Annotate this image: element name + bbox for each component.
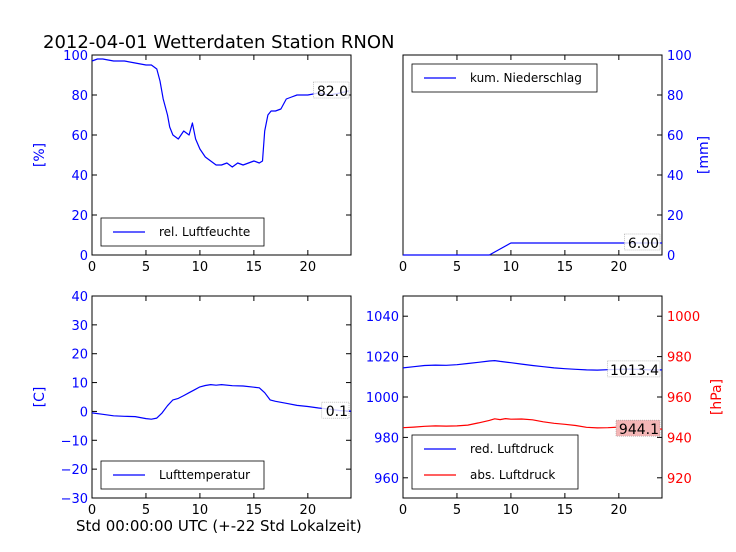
series-line-1 [403,242,662,256]
y-tick-label-left: 1000 [366,391,399,406]
y-axis-label: [%] [32,143,48,167]
y-tick-label: 80 [71,89,88,104]
y-tick-label-right: 960 [667,391,692,406]
y-axis-label: [C] [32,387,48,408]
x-tick-label: 15 [557,260,574,275]
x-tick-label: 0 [88,260,96,275]
x-tick-label: 5 [142,503,150,518]
x-tick-label: 10 [503,503,520,518]
end-value-box [321,401,350,419]
y-tick-label: 80 [667,89,684,104]
series-line-1 [91,58,349,168]
x-tick-label: 5 [453,503,461,518]
y-tick-label: 60 [667,129,684,144]
panel-2: 0 5 10 15 20 0 20 40 60 80 100 [mm] 6.00 kum. Nieders… [399,49,712,275]
y-tick-label: 100 [63,49,88,64]
end-value-box [615,419,661,437]
x-axis-caption: Std 00:00:00 UTC (+-22 Std Lokalzeit) [76,517,362,535]
y-tick-label: 20 [667,209,684,224]
x-tick-label: 5 [142,260,150,275]
x-tick-label: 0 [399,260,407,275]
legend-label: Lufttemperatur [159,468,250,482]
panel-4: 0 5 10 15 20 960 980 1000 1020 1040 920 940 960 980 10… [366,295,725,518]
end-value-label: 82.0 [317,84,348,100]
end-value-label: 944.1 [619,422,659,438]
x-tick-label: 15 [557,503,574,518]
y-tick-label: 0 [80,405,88,420]
end-value-box [607,360,661,378]
x-tick-label: 15 [246,260,263,275]
legend-label: rel. Luftfeuchte [159,225,250,239]
y-tick-label: 30 [71,319,88,334]
y-tick-label-left: 1020 [366,351,399,366]
end-value-label: 0.1 [326,404,348,420]
y-tick-label: −10 [61,434,88,449]
end-value-label: 6.00 [628,236,659,252]
x-tick-label: 20 [611,503,628,518]
series-line-2 [402,418,663,430]
panel-3: 0 5 10 15 20 −30 −20 −10 0 10 20 30 40 [C] 0.1 Lufttemp… [32,290,352,518]
x-tick-label: 0 [88,503,96,518]
end-value-label: 1013.4 [610,363,659,379]
x-tick-label: 0 [399,503,407,518]
x-tick-label: 10 [192,260,209,275]
legend-box [411,434,579,490]
y-tick-label: 20 [71,209,88,224]
y-axis-label: [mm] [696,136,712,174]
y-tick-label-right: 920 [667,472,692,487]
y-tick-label: 10 [71,377,88,392]
legend-label: kum. Niederschlag [470,71,582,85]
y-tick-label: 0 [667,249,675,264]
y-tick-label: 20 [71,348,88,363]
end-value-box [313,81,350,99]
y-tick-label: 60 [71,129,88,144]
panel-1: 0 5 10 15 20 0 20 40 60 80 100 [%] 82.0 rel. Luftfeuc… [32,49,352,275]
x-tick-label: 20 [300,260,317,275]
legend-label: abs. Luftdruck [470,468,555,482]
y-tick-label: 0 [80,249,88,264]
x-tick-label: 5 [453,260,461,275]
x-tick-label: 10 [192,503,209,518]
y-tick-label: 40 [667,169,684,184]
y-tick-label-left: 1040 [366,310,399,325]
y-axis-label: [hPa] [709,379,725,415]
legend-label: red. Luftdruck [470,442,554,456]
y-tick-label-right: 940 [667,431,692,446]
y-tick-label: 40 [71,169,88,184]
y-tick-label-left: 980 [374,431,399,446]
y-tick-label-left: 960 [374,472,399,487]
y-tick-label: 100 [667,49,692,64]
end-value-box [624,233,661,251]
y-tick-label: 40 [71,290,88,305]
y-tick-label-right: 980 [667,351,692,366]
y-tick-label: −30 [61,492,88,507]
figure-title: 2012-04-01 Wetterdaten Station RNON [43,32,394,53]
x-tick-label: 20 [300,503,317,518]
y-tick-label: −20 [61,463,88,478]
y-tick-label-right: 1000 [667,310,700,325]
series-line-1 [91,384,352,420]
x-tick-label: 20 [611,260,628,275]
x-tick-label: 15 [246,503,263,518]
x-tick-label: 10 [503,260,520,275]
